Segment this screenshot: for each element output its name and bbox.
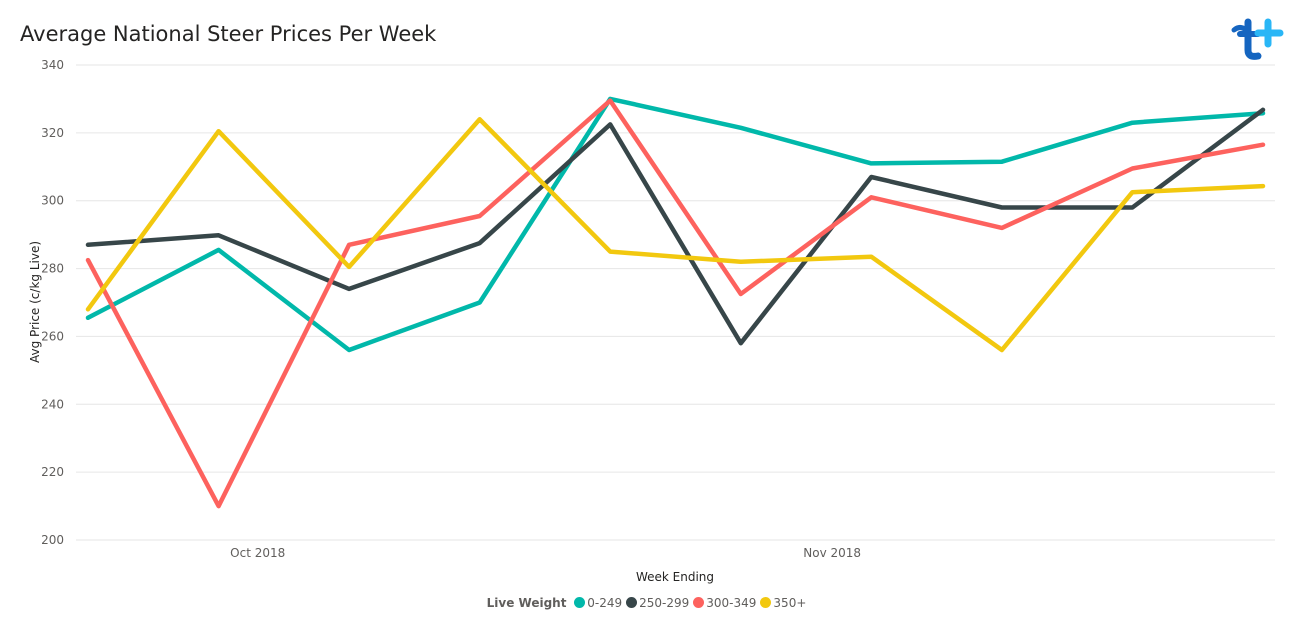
legend-item-350+[interactable]: 350+ xyxy=(760,596,806,610)
y-axis-ticks: 200 220 240 260 280 300 320 340 xyxy=(41,58,64,547)
x-axis-label: Week Ending xyxy=(636,570,714,584)
series-line-0-249[interactable] xyxy=(85,96,1266,353)
legend-label: 0-249 xyxy=(587,596,623,610)
gridlines xyxy=(76,64,1275,541)
legend-item-250-299[interactable]: 250-299 xyxy=(626,596,689,610)
chart-title: Average National Steer Prices Per Week xyxy=(20,22,437,46)
legend-label: 300-349 xyxy=(706,596,757,610)
legend-dot-icon xyxy=(626,597,638,608)
series-line-250-299[interactable] xyxy=(85,107,1266,346)
legend-dot-icon xyxy=(693,597,705,608)
legend-label: 250-299 xyxy=(639,596,690,610)
legend: Live Weight 0-249 250-299 300-349 350+ xyxy=(0,596,1297,610)
legend-dot-icon xyxy=(574,597,586,608)
legend-title: Live Weight xyxy=(486,596,567,610)
y-tick-label: 200 xyxy=(41,533,64,547)
legend-dot-icon xyxy=(760,597,772,608)
legend-label: 350+ xyxy=(773,596,807,610)
y-tick-label: 340 xyxy=(41,58,64,72)
series-line-300-349[interactable] xyxy=(85,98,1266,509)
y-tick-label: 260 xyxy=(41,329,64,343)
y-tick-label: 280 xyxy=(41,262,64,276)
legend-item-0-249[interactable]: 0-249 xyxy=(574,596,622,610)
y-tick-label: 300 xyxy=(41,194,64,208)
series-lines xyxy=(85,96,1266,509)
legend-item-300-349[interactable]: 300-349 xyxy=(693,596,756,610)
y-axis-label: Avg Price (c/kg Live) xyxy=(28,241,42,363)
y-tick-label: 220 xyxy=(41,465,64,479)
y-tick-label: 320 xyxy=(41,126,64,140)
y-tick-label: 240 xyxy=(41,397,64,411)
x-tick-label: Oct 2018 xyxy=(230,546,285,560)
x-tick-label: Nov 2018 xyxy=(803,546,861,560)
series-line-350+[interactable] xyxy=(85,117,1266,353)
x-axis-ticks: Oct 2018 Nov 2018 xyxy=(230,546,861,560)
t-plus-logo-icon xyxy=(1231,18,1284,60)
